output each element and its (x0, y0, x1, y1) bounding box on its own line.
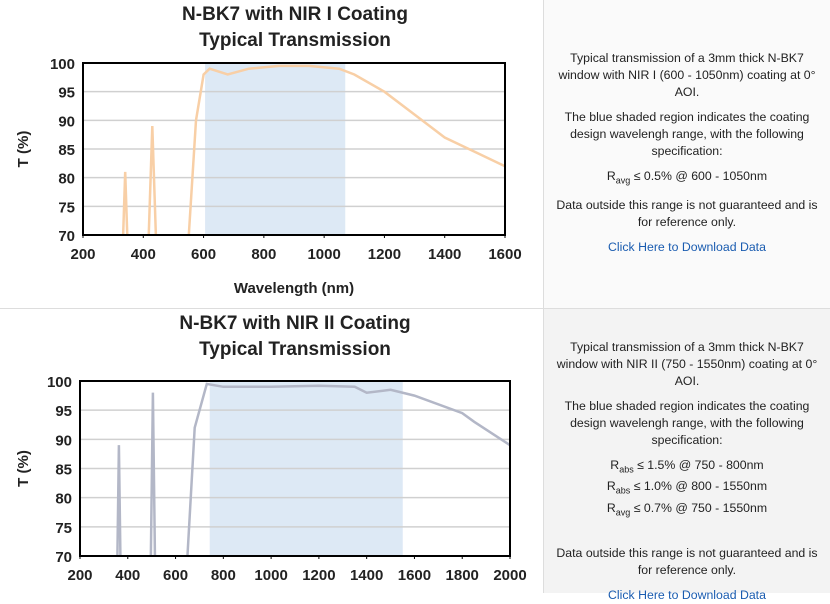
x-tick-label: 1400 (350, 567, 383, 584)
data-line (121, 64, 505, 235)
download-link[interactable]: Click Here to Download Data (608, 588, 766, 603)
y-tick-label: 95 (55, 403, 72, 420)
y-tick-label: 90 (58, 113, 75, 130)
x-tick-label: 200 (67, 567, 92, 584)
spec-subscript: abs (615, 485, 631, 496)
spec: Rabs ≤ 1.5% @ 750 - 800nm (550, 457, 824, 478)
chart-subtitle: Typical Transmission (199, 30, 391, 51)
y-tick-label: 85 (58, 142, 75, 159)
x-tick-label: 1000 (307, 246, 340, 263)
spec: Ravg ≤ 0.7% @ 750 - 1550nm (550, 500, 824, 521)
chart-title: N-BK7 with NIR I Coating (182, 4, 408, 25)
x-tick-label: 800 (211, 567, 236, 584)
x-tick-label: 400 (131, 246, 156, 263)
x-tick-label: 1400 (428, 246, 461, 263)
x-tick-label: 600 (191, 246, 216, 263)
spec-symbol: R (606, 500, 616, 515)
y-axis-label: T (%) (15, 131, 32, 168)
shading-note: The blue shaded region indicates the coa… (564, 110, 810, 158)
chart-title: N-BK7 with NIR II Coating (179, 313, 410, 334)
x-tick-label: 1600 (398, 567, 431, 584)
spec-subscript: abs (619, 464, 634, 475)
description: Typical transmission of a 3mm thick N-BK… (556, 340, 818, 388)
info-panel: Typical transmission of a 3mm thick N-BK… (544, 0, 830, 308)
y-tick-label: 70 (55, 549, 72, 566)
specs: Ravg ≤ 0.5% @ 600 - 1050nm (550, 168, 824, 189)
y-tick-label: 75 (55, 520, 72, 537)
x-tick-label: 400 (115, 567, 140, 584)
description: Typical transmission of a 3mm thick N-BK… (558, 51, 816, 99)
chart-subtitle: Typical Transmission (199, 339, 391, 360)
spec-text: ≤ 0.5% @ 600 - 1050nm (633, 169, 768, 183)
y-tick-label: 75 (58, 199, 75, 216)
spec-symbol: R (606, 169, 616, 183)
x-tick-label: 2000 (493, 567, 526, 584)
plot-frame (79, 380, 511, 557)
x-tick-label: 800 (251, 246, 276, 263)
spec-text: ≤ 1.5% @ 750 - 800nm (637, 458, 764, 472)
y-tick-label: 80 (55, 491, 72, 508)
y-tick-label: 100 (47, 374, 72, 391)
y-axis-label: T (%) (15, 450, 32, 487)
info-panel: Typical transmission of a 3mm thick N-BK… (544, 309, 830, 602)
shading-note: The blue shaded region indicates the coa… (564, 399, 810, 447)
chart: N-BK7 with NIR I Coating Typical Transmis… (0, 0, 544, 308)
spec-subscript: avg (615, 507, 631, 518)
separator (0, 308, 830, 309)
spec-subscript: avg (615, 175, 631, 186)
y-tick-label: 85 (55, 462, 72, 479)
spec-text: ≤ 0.7% @ 750 - 1550nm (633, 500, 768, 515)
y-tick-label: 95 (58, 85, 75, 102)
y-tick-label: 90 (55, 432, 72, 449)
y-tick-label: 80 (58, 171, 75, 188)
disclaimer: Data outside this range is not guarantee… (556, 546, 818, 578)
x-axis-label: Wavelength (nm) (234, 280, 354, 297)
x-tick-label: 1800 (446, 567, 479, 584)
chart: N-BK7 with NIR II Coating Typical Transmi… (0, 309, 544, 593)
x-tick-label: 1000 (254, 567, 287, 584)
disclaimer: Data outside this range is not guarantee… (556, 198, 818, 230)
spec-symbol: R (606, 479, 616, 494)
plot-frame (82, 62, 506, 236)
spec-text: ≤ 1.0% @ 800 - 1550nm (633, 479, 768, 494)
x-tick-label: 1200 (302, 567, 335, 584)
spec-symbol: R (610, 458, 620, 472)
x-tick-label: 600 (163, 567, 188, 584)
spec: Ravg ≤ 0.5% @ 600 - 1050nm (550, 168, 824, 189)
y-tick-label: 70 (58, 228, 75, 245)
download-link[interactable]: Click Here to Download Data (608, 240, 766, 255)
specs: Rabs ≤ 1.5% @ 750 - 800nm Rabs ≤ 1.0% @ 8… (550, 457, 824, 521)
y-tick-label: 100 (50, 56, 75, 73)
data-line (116, 382, 510, 556)
spec: Rabs ≤ 1.0% @ 800 - 1550nm (550, 478, 824, 499)
x-tick-label: 1600 (488, 246, 521, 263)
x-tick-label: 1200 (368, 246, 401, 263)
x-tick-label: 200 (70, 246, 95, 263)
